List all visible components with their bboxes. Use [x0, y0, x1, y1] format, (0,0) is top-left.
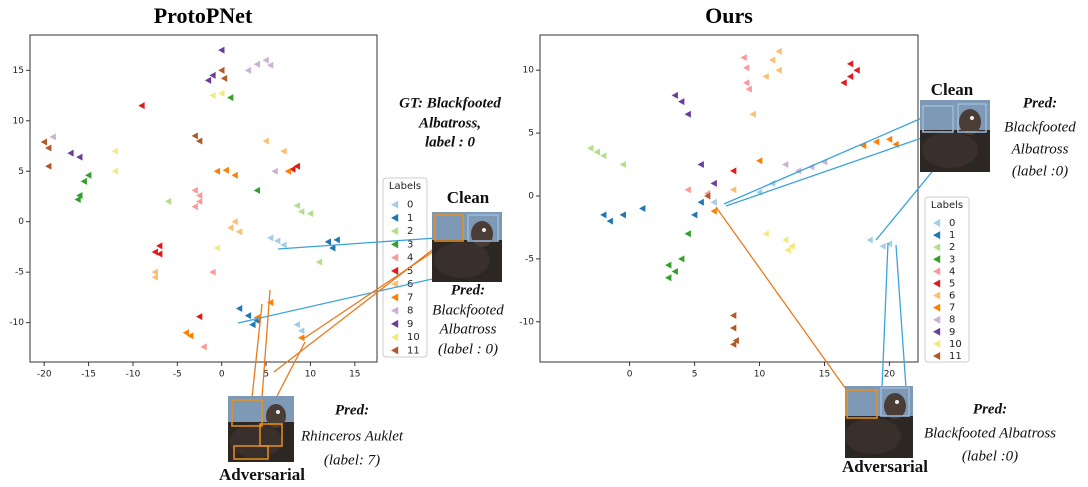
annotation: Blackfooted — [1004, 119, 1076, 135]
legend-label: 7 — [949, 303, 955, 314]
legend-box — [925, 197, 969, 362]
annotation: Albatross, — [418, 115, 481, 131]
legend-label: 6 — [949, 291, 955, 302]
legend-label: 7 — [407, 292, 413, 303]
adversarial-image-left — [228, 396, 294, 462]
y-tick-label: 0 — [18, 217, 24, 227]
annotation: Albatross — [1011, 141, 1069, 157]
y-tick-label: -10 — [519, 317, 534, 327]
legend-label: 10 — [949, 339, 962, 350]
annotation: Pred: — [451, 282, 485, 298]
legend-label: 1 — [407, 213, 413, 224]
legend-label: 9 — [949, 327, 955, 338]
y-tick-label: 0 — [528, 191, 534, 201]
annotation: Adversarial — [842, 457, 928, 476]
x-tick-label: 15 — [349, 370, 360, 380]
annotation: Adversarial — [219, 465, 305, 484]
annotation: Rhinceros Auklet — [300, 428, 404, 444]
y-tick-label: -5 — [525, 254, 534, 264]
legend-label: 3 — [407, 239, 413, 250]
x-tick-label: 20 — [884, 370, 896, 380]
legend-label: 11 — [407, 345, 420, 356]
x-tick-label: -5 — [173, 370, 182, 380]
annotation: Clean — [447, 188, 490, 207]
y-tick-label: 10 — [13, 116, 25, 126]
legend-label: 0 — [407, 200, 413, 211]
y-tick-label: -5 — [15, 268, 24, 278]
legend-title: Labels — [931, 200, 963, 211]
legend-label: 10 — [407, 332, 420, 343]
clean-image-right — [920, 100, 990, 172]
x-tick-label: -20 — [37, 370, 52, 380]
annotation: Pred: — [973, 401, 1007, 417]
chart-title: ProtoPNet — [154, 3, 253, 28]
y-tick-label: 5 — [18, 167, 24, 177]
x-tick-label: 5 — [692, 370, 698, 380]
legend-label: 11 — [949, 351, 962, 362]
y-tick-label: 10 — [523, 66, 535, 76]
annotation: (label :0) — [962, 448, 1018, 464]
adversarial-image-right — [845, 386, 913, 458]
annotation: (label : 0) — [438, 341, 498, 357]
annotation: label : 0 — [425, 134, 475, 150]
annotation: GT: Blackfooted — [399, 95, 501, 111]
x-tick-label: 15 — [819, 370, 830, 380]
clean-image-left — [432, 212, 502, 282]
y-tick-label: 5 — [528, 129, 534, 139]
annotation: Albatross — [439, 321, 497, 337]
x-tick-label: 0 — [219, 370, 225, 380]
annotation: Pred: — [1023, 95, 1057, 111]
annotation: (label: 7) — [324, 452, 380, 468]
plot-area — [540, 35, 918, 362]
legend-label: 9 — [407, 319, 413, 330]
annotation: (label :0) — [1012, 163, 1068, 179]
y-tick-label: -10 — [9, 318, 24, 328]
annotation: Blackfooted Albatross — [924, 425, 1056, 441]
legend-title: Labels — [389, 181, 421, 192]
legend-label: 8 — [949, 315, 955, 326]
figure: ProtoPNet-20-15-10-5051015-10-5051015Lab… — [0, 0, 1088, 487]
x-tick-label: 10 — [754, 370, 766, 380]
x-tick-label: -15 — [81, 370, 96, 380]
chart-title: Ours — [705, 3, 753, 28]
y-tick-label: 15 — [13, 66, 24, 76]
legend-label: 5 — [949, 278, 955, 289]
legend-label: 4 — [407, 253, 413, 264]
annotation: Blackfooted — [432, 302, 504, 318]
x-tick-label: 0 — [627, 370, 633, 380]
legend-box — [383, 178, 427, 357]
legend-label: 2 — [407, 226, 413, 237]
annotation: Pred: — [335, 402, 369, 418]
legend-label: 4 — [949, 266, 955, 277]
legend-label: 3 — [949, 254, 955, 265]
legend-label: 8 — [407, 306, 413, 317]
legend-label: 0 — [949, 218, 955, 229]
annotation: Clean — [931, 80, 974, 99]
legend-label: 1 — [949, 230, 955, 241]
x-tick-label: -10 — [126, 370, 141, 380]
legend-label: 2 — [949, 242, 955, 253]
x-tick-label: 10 — [305, 370, 317, 380]
